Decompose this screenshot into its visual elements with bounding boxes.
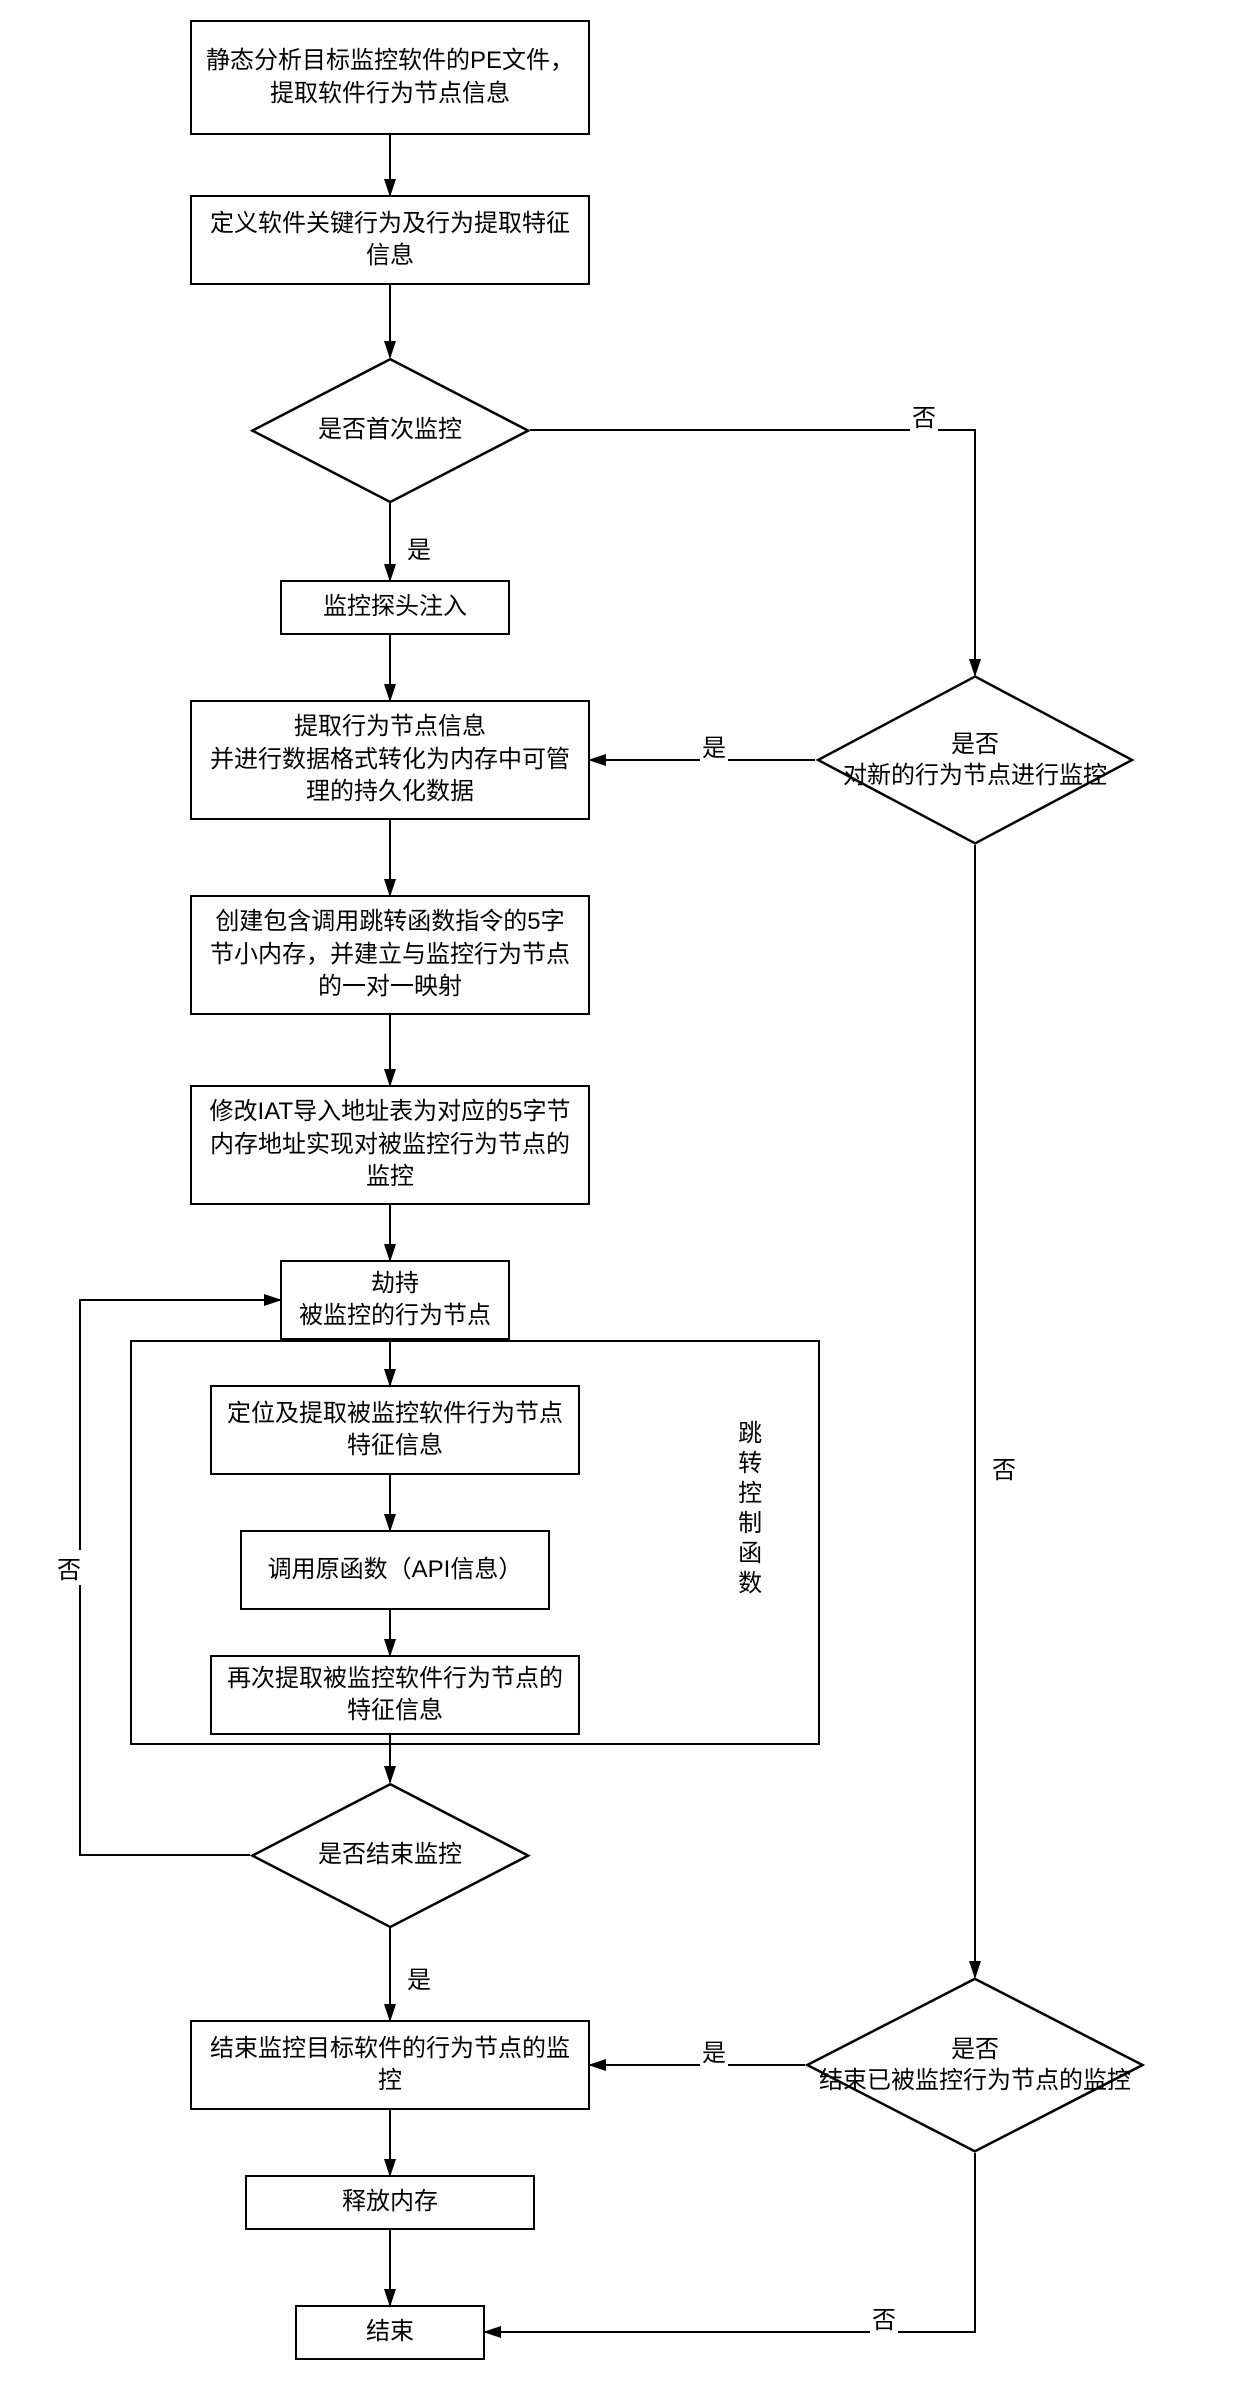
node-text: 结束 [366, 2316, 414, 2348]
edge-label: 是 [700, 2033, 728, 2068]
node-text: 结束监控目标软件的行为节点的监控 [204, 2033, 576, 2098]
edge-label: 否 [910, 398, 938, 433]
decision-first-monitor-shape [250, 358, 530, 503]
node-create-5byte: 创建包含调用跳转函数指令的5字节小内存，并建立与监控行为节点的一对一映射 [190, 895, 590, 1015]
edge-label: 是 [405, 530, 433, 565]
node-text: 定义软件关键行为及行为提取特征信息 [204, 208, 576, 273]
node-hijack: 劫持 被监控的行为节点 [280, 1260, 510, 1340]
node-text: 修改IAT导入地址表为对应的5字节内存地址实现对被监控行为节点的监控 [204, 1096, 576, 1193]
node-call-api: 调用原函数（API信息） [240, 1530, 550, 1610]
node-text: 调用原函数（API信息） [268, 1554, 523, 1586]
node-text: 释放内存 [342, 2186, 438, 2218]
group-side-label: 跳转控制函数 [730, 1420, 764, 1600]
decision-end-monitor-shape [250, 1783, 530, 1928]
node-end-target-monitor: 结束监控目标软件的行为节点的监控 [190, 2020, 590, 2110]
node-reextract: 再次提取被监控软件行为节点的特征信息 [210, 1655, 580, 1735]
edge-label: 否 [55, 1550, 83, 1585]
node-text: 再次提取被监控软件行为节点的特征信息 [224, 1663, 566, 1728]
edge-label: 是 [405, 1960, 433, 1995]
decision-new-node-shape [815, 675, 1135, 845]
node-text: 创建包含调用跳转函数指令的5字节小内存，并建立与监控行为节点的一对一映射 [204, 906, 576, 1003]
decision-end-monitored-shape [805, 1977, 1145, 2152]
node-extract-behavior: 提取行为节点信息 并进行数据格式转化为内存中可管理的持久化数据 [190, 700, 590, 820]
node-text: 提取行为节点信息 并进行数据格式转化为内存中可管理的持久化数据 [204, 711, 576, 808]
node-text: 劫持 被监控的行为节点 [299, 1268, 491, 1333]
edge-label: 是 [700, 728, 728, 763]
node-text: 定位及提取被监控软件行为节点特征信息 [224, 1398, 566, 1463]
node-static-analysis: 静态分析目标监控软件的PE文件，提取软件行为节点信息 [190, 20, 590, 135]
node-free-memory: 释放内存 [245, 2175, 535, 2230]
edge-label: 否 [990, 1450, 1018, 1485]
side-label-text: 跳转控制函数 [734, 1420, 761, 1600]
node-probe-inject: 监控探头注入 [280, 580, 510, 635]
node-locate-extract: 定位及提取被监控软件行为节点特征信息 [210, 1385, 580, 1475]
node-text: 监控探头注入 [323, 591, 467, 623]
node-define-behavior: 定义软件关键行为及行为提取特征信息 [190, 195, 590, 285]
node-text: 静态分析目标监控软件的PE文件，提取软件行为节点信息 [204, 45, 576, 110]
edge-label: 否 [870, 2300, 898, 2335]
flowchart-canvas: 静态分析目标监控软件的PE文件，提取软件行为节点信息 定义软件关键行为及行为提取… [0, 0, 1240, 2402]
node-modify-iat: 修改IAT导入地址表为对应的5字节内存地址实现对被监控行为节点的监控 [190, 1085, 590, 1205]
node-end: 结束 [295, 2305, 485, 2360]
